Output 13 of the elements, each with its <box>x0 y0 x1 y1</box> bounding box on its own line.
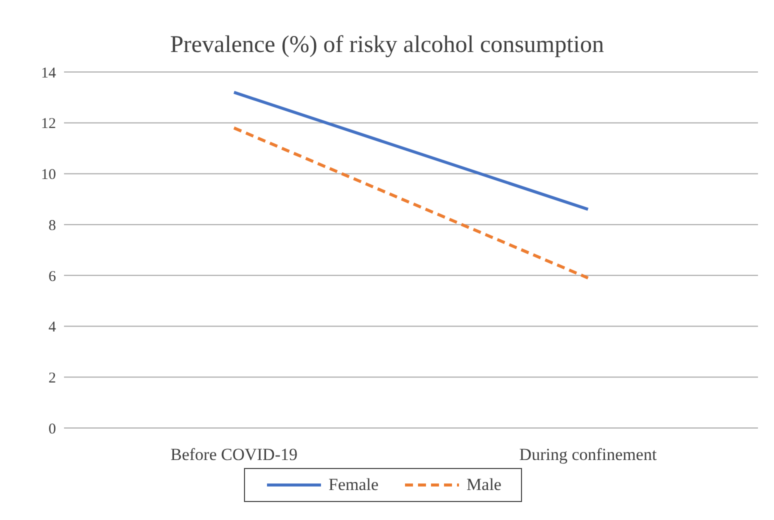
x-tick-label: During confinement <box>519 445 657 464</box>
chart-title: Prevalence (%) of risky alcohol consumption <box>169 31 605 58</box>
y-tick-label: 6 <box>48 268 56 285</box>
y-tick-label: 0 <box>48 421 56 438</box>
x-tick-label: Before COVID-19 <box>170 445 298 464</box>
y-tick-label: 14 <box>41 65 56 82</box>
legend-label: Female <box>328 475 379 495</box>
y-tick-label: 4 <box>48 320 56 336</box>
y-tick-label: 2 <box>48 370 56 386</box>
y-tick-label: 8 <box>48 218 56 234</box>
y-tick-label: 12 <box>41 116 56 132</box>
y-tick-label: 10 <box>41 167 56 184</box>
legend-label: Male <box>466 475 502 495</box>
